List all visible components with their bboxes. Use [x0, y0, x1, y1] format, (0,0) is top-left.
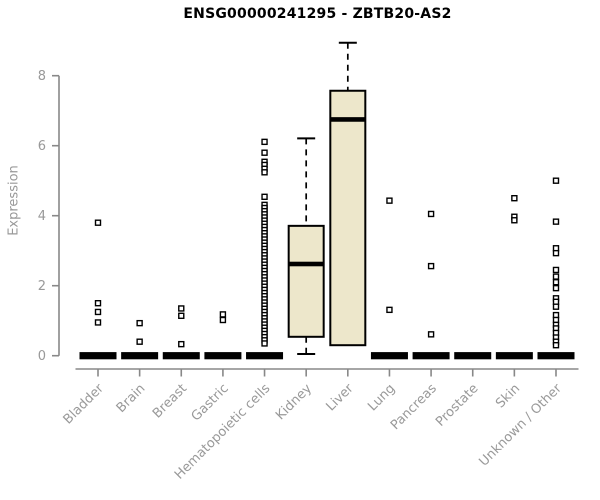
- outlier-point: [261, 340, 268, 347]
- collapsed-box: [495, 352, 533, 360]
- outlier-point: [94, 308, 102, 316]
- box-group-pancreas: [412, 210, 450, 360]
- box-group-unknown-other: [537, 177, 575, 360]
- collapsed-box: [246, 352, 284, 360]
- outlier-point: [386, 306, 393, 314]
- outlier-point: [261, 169, 268, 176]
- collapsed-box: [370, 352, 408, 360]
- outlier-point: [552, 249, 560, 257]
- median-line: [330, 117, 366, 122]
- x-tick-label: Kidney: [273, 381, 315, 423]
- box-group-gastric: [204, 311, 242, 360]
- box-group-bladder: [79, 219, 117, 360]
- outlier-point: [552, 303, 560, 310]
- outlier-point: [136, 319, 143, 327]
- box-group-breast: [162, 305, 200, 360]
- collapsed-box: [162, 352, 200, 360]
- collapsed-box: [412, 352, 450, 360]
- median-line: [288, 261, 324, 267]
- chart-title: ENSG00000241295 - ZBTB20-AS2: [183, 6, 452, 22]
- x-tick-label: Breast: [150, 381, 190, 421]
- x-tick-label: Bladder: [61, 381, 108, 428]
- outlier-point: [511, 194, 518, 202]
- outlier-point: [261, 193, 268, 201]
- x-tick-label: Pancreas: [388, 381, 440, 433]
- outlier-point: [511, 217, 518, 224]
- collapsed-box: [121, 352, 159, 360]
- outlier-point: [261, 149, 268, 156]
- outlier-point: [94, 219, 102, 226]
- outlier-point: [427, 210, 435, 218]
- box-group-prostate: [454, 352, 492, 360]
- outlier-point: [219, 316, 227, 324]
- box-group-brain: [121, 319, 159, 360]
- x-tick-label: Liver: [323, 381, 357, 415]
- collapsed-box: [79, 352, 117, 360]
- outlier-point: [261, 138, 268, 146]
- collapsed-box: [537, 352, 575, 360]
- outlier-point: [427, 331, 435, 338]
- x-tick-label: Lung: [365, 381, 398, 414]
- outlier-point: [552, 218, 560, 225]
- outlier-point: [552, 284, 560, 292]
- box-group-liver: [329, 41, 367, 347]
- outlier-point: [552, 273, 560, 280]
- box-group-lung: [370, 197, 408, 360]
- y-tick-label: 8: [38, 69, 46, 84]
- y-tick-label: 0: [38, 349, 46, 364]
- box-group-skin: [495, 194, 533, 360]
- outlier-point: [178, 340, 185, 348]
- outlier-point: [219, 311, 227, 318]
- outlier-point: [94, 319, 102, 326]
- outlier-point: [552, 177, 560, 184]
- y-axis-title: Expression: [6, 165, 22, 236]
- box-body: [287, 224, 325, 338]
- box-body: [329, 89, 367, 347]
- box-group-kidney: [287, 137, 325, 355]
- box-group-hematopoietic-cells: [246, 138, 284, 360]
- outlier-point: [136, 338, 143, 345]
- y-tick-label: 4: [38, 209, 46, 224]
- outlier-point: [178, 305, 185, 312]
- outlier-point: [386, 197, 393, 204]
- y-tick-label: 6: [38, 139, 46, 154]
- outlier-point: [552, 342, 560, 349]
- outlier-point: [552, 266, 560, 274]
- x-tick-label: Prostate: [433, 381, 481, 429]
- outlier-point: [178, 312, 185, 319]
- collapsed-box: [204, 352, 242, 360]
- outlier-point: [427, 262, 435, 270]
- collapsed-box: [454, 352, 492, 360]
- outlier-point: [552, 279, 560, 286]
- outlier-point: [94, 300, 102, 307]
- x-tick-label: Skin: [493, 381, 523, 411]
- x-tick-label: Brain: [114, 381, 149, 416]
- y-tick-label: 2: [38, 279, 46, 294]
